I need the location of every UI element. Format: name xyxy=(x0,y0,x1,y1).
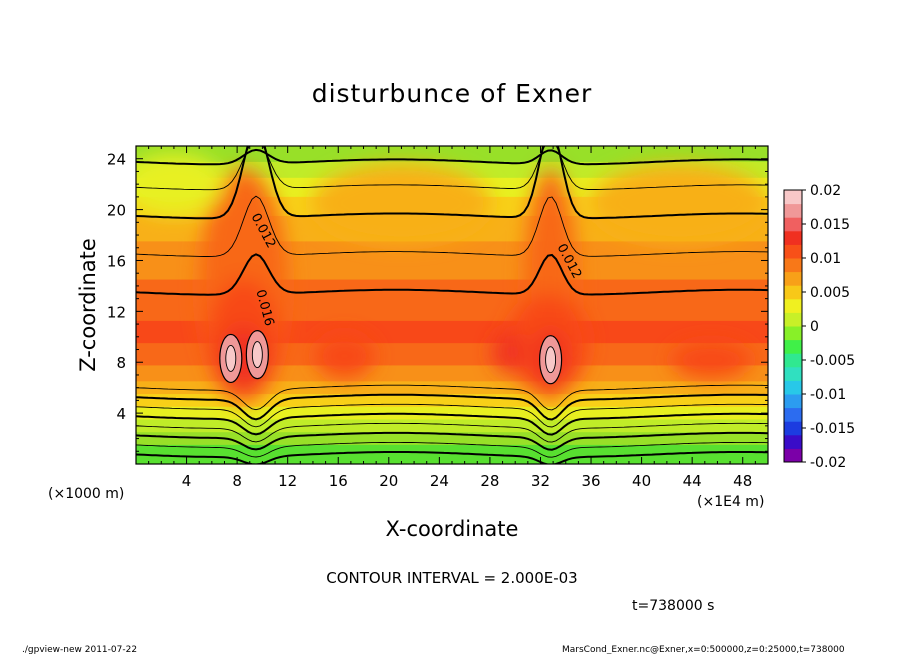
x-tick-label: 48 xyxy=(733,472,752,490)
contour-feature xyxy=(314,333,375,378)
y-tick-label: 8 xyxy=(116,354,126,372)
local-maximum-core xyxy=(251,341,263,369)
y-tick-label: 16 xyxy=(107,252,126,270)
y-tick-label: 24 xyxy=(107,151,126,169)
x-tick-label: 4 xyxy=(182,472,192,490)
x-axis-label: X-coordinate xyxy=(386,517,519,541)
contour-band xyxy=(136,320,768,345)
colorbar-tick-label: 0.015 xyxy=(810,217,850,233)
contour-feature xyxy=(589,163,768,244)
local-maximum-core xyxy=(225,344,237,372)
colorbar-swatch xyxy=(784,326,802,341)
colorbar-swatch xyxy=(784,217,802,232)
x-tick-label: 28 xyxy=(480,472,499,490)
contour-band xyxy=(136,444,768,464)
colorbar-tick-label: 0.02 xyxy=(810,183,841,199)
colorbar-swatch xyxy=(784,230,802,245)
contour-band xyxy=(136,365,768,383)
contour-line xyxy=(136,431,768,451)
contour-line xyxy=(136,441,768,458)
colorbar-tick-label: -0.015 xyxy=(810,421,855,437)
y-axis-label: Z-coordinate xyxy=(76,238,100,372)
x-tick-label: 8 xyxy=(232,472,242,490)
contour-band xyxy=(136,381,768,396)
plot-area xyxy=(136,146,768,464)
y-tick-label: 4 xyxy=(116,405,126,423)
contour-band xyxy=(136,419,768,434)
contour-interval-text: CONTOUR INTERVAL = 2.000E-03 xyxy=(326,569,577,587)
colorbar-swatch xyxy=(784,298,802,313)
contour-band xyxy=(136,146,768,163)
y-tick-label: 20 xyxy=(107,202,126,220)
colorbar-swatch xyxy=(784,434,802,449)
colorbar-tick-label: -0.01 xyxy=(810,387,846,403)
x-tick-label: 40 xyxy=(632,472,651,490)
colorbar-swatch xyxy=(784,244,802,259)
footer-right: MarsCond_Exner.nc@Exner,x=0:500000,z=0:2… xyxy=(562,645,845,654)
x-unit-right: (×1E4 m) xyxy=(697,494,764,510)
x-tick-label: 36 xyxy=(581,472,600,490)
contour-line xyxy=(136,148,768,166)
colorbar-tick-label: -0.005 xyxy=(810,353,855,369)
colorbar-swatch xyxy=(784,258,802,273)
colorbar-swatch xyxy=(784,353,802,368)
colorbar-tick-label: 0.01 xyxy=(810,251,841,267)
colorbar-swatch xyxy=(784,366,802,381)
contour-feature xyxy=(492,332,525,373)
contour-line xyxy=(136,403,768,428)
contour-line xyxy=(136,412,768,436)
x-tick-label: 44 xyxy=(683,472,702,490)
colorbar-swatch xyxy=(784,421,802,436)
x-tick-label: 12 xyxy=(278,472,297,490)
x-tick-label: 32 xyxy=(531,472,550,490)
contour-line xyxy=(136,146,768,191)
y-tick-label: 12 xyxy=(107,303,126,321)
x-tick-label: 20 xyxy=(379,472,398,490)
colorbar-swatch xyxy=(784,448,802,463)
colorbar-swatch xyxy=(784,312,802,327)
contour-feature xyxy=(671,341,752,378)
time-text: t=738000 s xyxy=(632,598,714,614)
x-tick-label: 16 xyxy=(329,472,348,490)
contour-line xyxy=(136,195,768,257)
contour-band xyxy=(136,343,768,367)
contour-line xyxy=(136,384,768,411)
contour-line xyxy=(136,451,768,464)
colorbar-swatch xyxy=(784,190,802,205)
colorbar-tick-label: 0 xyxy=(810,319,819,335)
contour-feature xyxy=(311,163,492,244)
colorbar-swatch xyxy=(784,339,802,354)
local-maximum-core xyxy=(545,346,557,374)
colorbar-swatch xyxy=(784,271,802,286)
colorbar-tick-label: -0.02 xyxy=(810,455,846,471)
x-unit-left: (×1000 m) xyxy=(48,486,124,502)
contour-feature xyxy=(136,154,224,215)
colorbar-tick-label: 0.005 xyxy=(810,285,850,301)
footer-left: ./gpview-new 2011-07-22 xyxy=(22,645,137,654)
colorbar-swatch xyxy=(784,394,802,409)
colorbar: 0.02 0.015 0.01 0.005 0 -0.005 -0.01 -0.015 -0.0… xyxy=(783,183,855,471)
contour-line xyxy=(136,146,768,220)
colorbar-swatch xyxy=(784,407,802,422)
colorbar-swatch xyxy=(784,380,802,395)
chart-title: disturbunce of Exner xyxy=(312,79,593,108)
colorbar-swatch xyxy=(784,203,802,218)
contour-band xyxy=(136,406,768,421)
colorbar-swatch xyxy=(784,285,802,300)
contour-line xyxy=(136,393,768,421)
contour-line xyxy=(136,253,768,296)
contour-line xyxy=(136,422,768,443)
x-tick-label: 24 xyxy=(430,472,449,490)
